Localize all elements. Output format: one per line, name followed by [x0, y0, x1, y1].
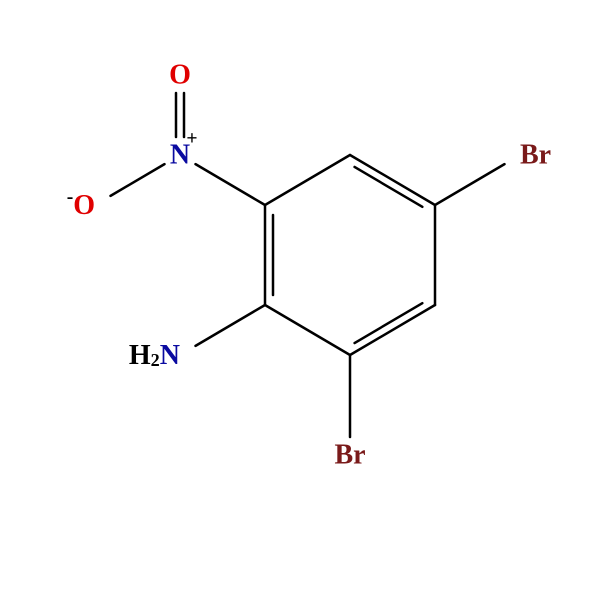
- atom-label-br4: Br: [520, 140, 551, 171]
- atom-label-o_dbl: O: [169, 60, 191, 91]
- charge-label: +: [186, 129, 197, 150]
- atom-label-br6: Br: [334, 440, 365, 471]
- atom-label-nh2: H2N: [129, 340, 180, 371]
- atom-label-o_neg: -O: [67, 187, 95, 221]
- molecule-diagram: BrBrH2NNO-O+: [0, 0, 600, 600]
